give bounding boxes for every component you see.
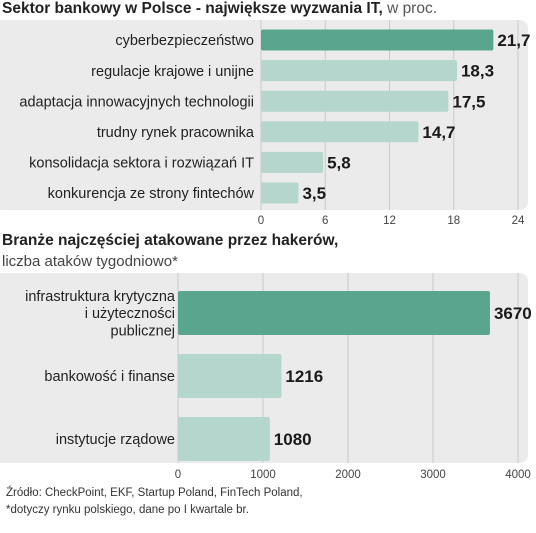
chart2-title: Branże najczęściej atakowane przez haker… [2,232,338,250]
bar [261,29,494,51]
x-tick-label: 12 [383,215,396,227]
chart1-title-main: Sektor bankowy w Polsce - największe wyz… [2,0,383,17]
chart2-svg: 0 1000 2000 3000 4000 3670 infrastruktura kryt… [0,273,532,481]
data-label: 17,5 [452,92,485,111]
category-label: konsolidacja sektora i rozwiązań IT [29,156,254,172]
x-tick-label: 0 [258,215,264,227]
x-tick-label: 18 [447,215,460,227]
category-label: konkurencja ze strony fintechów [48,186,255,202]
bar [261,60,457,82]
x-tick-label: 0 [175,469,181,481]
bar [261,182,299,204]
category-label: i użyteczności [85,306,175,322]
category-label: infrastruktura krytyczna [25,289,176,305]
footer-source: Źródło: CheckPoint, EKF, Startup Poland,… [6,487,303,499]
chart1-title-unit: w proc. [387,0,438,17]
category-label: instytucje rządowe [56,432,175,448]
data-label: 5,8 [327,154,351,173]
bar [261,151,324,173]
category-label: trudny rynek pracownika [97,125,255,141]
x-tick-label: 4000 [505,469,531,481]
data-label: 21,7 [497,31,530,50]
chart2-subtitle: liczba ataków tygodniowo* [2,253,178,270]
data-label: 1080 [274,430,312,449]
category-label: adaptacja innowacyjnych technologii [19,94,254,110]
chart1-svg: 0 6 12 18 24 21,7 cyberbezpieczeństwo 18,3 regul… [0,20,530,227]
bar [178,417,270,461]
chart1: 0 6 12 18 24 21,7 cyberbezpieczeństwo 18,3 regul… [0,20,536,232]
x-tick-label: 2000 [335,469,361,481]
category-label: bankowość i finanse [44,369,175,385]
bar [178,354,282,398]
x-tick-label: 24 [512,215,525,227]
data-label: 3,5 [302,184,326,203]
category-label: regulacje krajowe i unijne [91,64,254,80]
category-label: cyberbezpieczeństwo [115,33,254,49]
x-tick-label: 3000 [420,469,446,481]
chart1-title: Sektor bankowy w Polsce - największe wyz… [2,0,437,18]
data-label: 18,3 [461,62,494,81]
bar [261,121,419,143]
data-label: 1216 [285,367,323,386]
bar [178,291,490,335]
x-tick-label: 1000 [250,469,276,481]
chart2: 0 1000 2000 3000 4000 3670 infrastruktura kryt… [0,273,536,486]
chart2-title-main: Branże najczęściej atakowane przez haker… [2,232,339,249]
data-label: 14,7 [422,123,455,142]
category-label: publicznej [111,323,176,339]
bar [261,90,449,112]
x-tick-label: 6 [322,215,328,227]
data-label: 3670 [494,304,532,323]
footer-note: *dotyczy rynku polskiego, dane po I kwar… [6,504,249,516]
